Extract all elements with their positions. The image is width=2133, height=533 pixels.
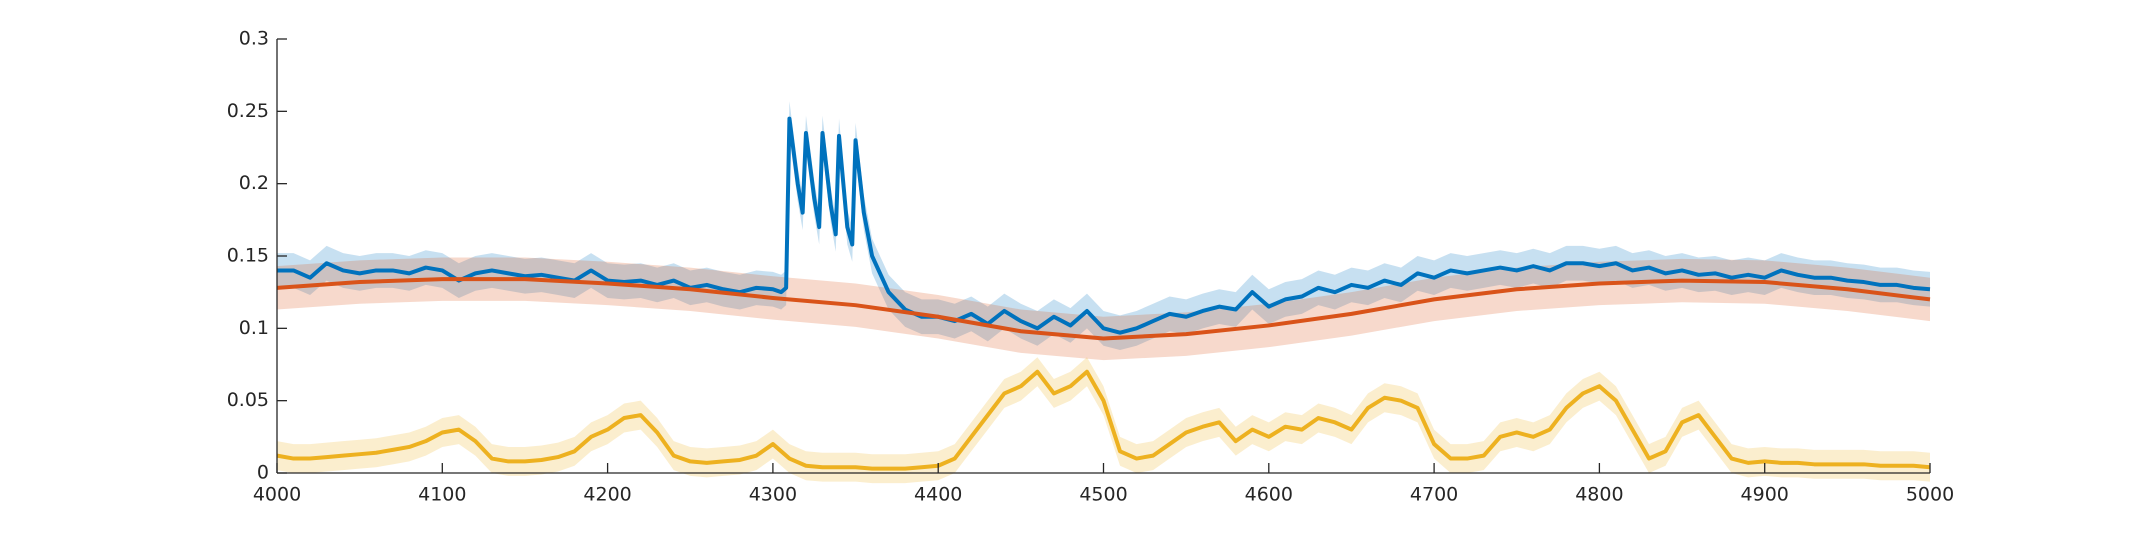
y-tick-label: 0.1 (239, 317, 269, 339)
y-tick-label: 0.3 (239, 28, 269, 50)
x-tick-label: 4800 (1575, 484, 1623, 506)
x-tick-label: 4900 (1741, 484, 1789, 506)
y-tick-label: 0.25 (227, 100, 269, 122)
x-tick-label: 4200 (583, 484, 631, 506)
y-tick-label: 0.15 (227, 245, 269, 267)
x-tick-label: 5000 (1906, 484, 1954, 506)
series-line (277, 116, 1931, 335)
y-tick-label: 0.05 (227, 389, 269, 411)
x-tick-label: 4100 (418, 484, 466, 506)
x-tick-label: 4000 (253, 484, 301, 506)
confidence-band (277, 101, 1930, 351)
x-tick-label: 4500 (1079, 484, 1127, 506)
series-line (276, 277, 1931, 341)
x-tick-label: 4700 (1410, 484, 1458, 506)
x-tick-label: 4400 (914, 484, 962, 506)
confidence-band (277, 257, 1930, 361)
x-tick-label: 4600 (1245, 484, 1293, 506)
series-line (276, 369, 1931, 471)
confidence-band (277, 357, 1930, 484)
y-tick-label: 0.2 (239, 172, 269, 194)
y-tick-label: 0 (257, 462, 269, 484)
x-tick-label: 4300 (749, 484, 797, 506)
